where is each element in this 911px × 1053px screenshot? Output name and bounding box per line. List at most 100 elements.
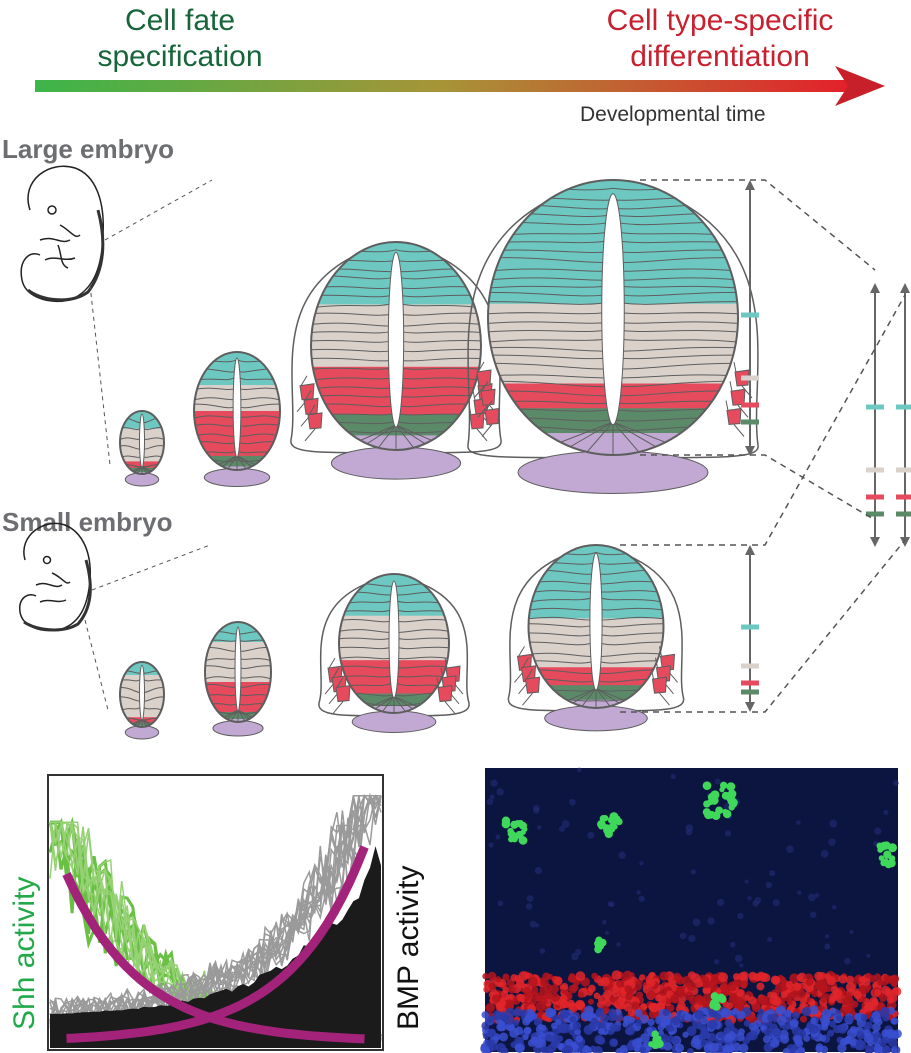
blue-nucleus bbox=[513, 1008, 522, 1017]
blue-nucleus bbox=[747, 1030, 758, 1041]
blue-nucleus bbox=[888, 1038, 898, 1048]
motor-neuron-cell bbox=[480, 388, 496, 406]
domain-boundary-tick bbox=[741, 375, 759, 381]
blue-nucleus bbox=[686, 1047, 694, 1053]
blue-nucleus bbox=[545, 1007, 555, 1018]
blue-nucleus bbox=[832, 1024, 842, 1034]
blue-nucleus bbox=[647, 1018, 655, 1026]
dim-nucleus bbox=[809, 911, 817, 918]
green-labeled-cell bbox=[722, 808, 728, 815]
central-canal bbox=[589, 552, 603, 691]
blue-nucleus bbox=[561, 1046, 571, 1053]
axon bbox=[436, 677, 456, 714]
red-nucleus bbox=[731, 1000, 739, 1007]
blue-nucleus bbox=[582, 1046, 592, 1053]
floor-plate-region bbox=[517, 450, 709, 495]
domain-boundary-tick bbox=[741, 419, 759, 425]
red-nucleus bbox=[510, 974, 518, 982]
central-canal bbox=[232, 357, 242, 458]
blue-nucleus bbox=[675, 1043, 685, 1053]
red-nucleus bbox=[829, 992, 839, 1002]
blue-nucleus bbox=[891, 1017, 899, 1025]
blue-nucleus bbox=[512, 1019, 520, 1027]
blue-nucleus bbox=[534, 1039, 544, 1049]
dim-nucleus bbox=[525, 903, 533, 910]
red-nucleus bbox=[761, 973, 771, 982]
dim-nucleus bbox=[893, 780, 899, 786]
neural-tube-section bbox=[318, 573, 470, 733]
floor-plate-line bbox=[393, 696, 407, 713]
blue-nucleus bbox=[662, 1009, 670, 1017]
developmental-time-label: Developmental time bbox=[580, 103, 766, 126]
red-nucleus bbox=[684, 991, 694, 1001]
floor-plate-line bbox=[381, 696, 395, 713]
blue-nucleus bbox=[560, 1023, 571, 1034]
blue-nucleus bbox=[872, 1022, 881, 1032]
blue-nucleus bbox=[545, 1033, 553, 1042]
red-nucleus bbox=[495, 976, 502, 983]
axon bbox=[473, 361, 485, 399]
blue-nucleus bbox=[865, 1048, 873, 1053]
red-nucleus bbox=[686, 981, 697, 991]
blue-nucleus bbox=[809, 1024, 819, 1034]
red-nucleus bbox=[485, 1003, 495, 1013]
green-labeled-cell bbox=[609, 826, 616, 833]
dim-nucleus bbox=[829, 819, 838, 828]
blue-nucleus bbox=[492, 1010, 503, 1020]
red-nucleus bbox=[522, 992, 532, 1002]
blue-nucleus bbox=[519, 1009, 528, 1018]
red-nucleus bbox=[841, 997, 850, 1006]
blue-nucleus bbox=[829, 1020, 836, 1028]
blue-nucleus bbox=[890, 1046, 898, 1053]
motor-neuron-cell bbox=[476, 369, 492, 387]
green-labeled-cell bbox=[599, 815, 607, 823]
dim-nucleus bbox=[558, 825, 566, 832]
red-nucleus bbox=[648, 1003, 656, 1011]
dim-nucleus bbox=[713, 958, 720, 965]
central-canal bbox=[139, 664, 145, 721]
blue-nucleus bbox=[639, 1046, 647, 1053]
dim-nucleus bbox=[825, 934, 830, 939]
floor-plate-line bbox=[226, 455, 238, 470]
blue-nucleus bbox=[500, 1013, 508, 1022]
blue-nucleus bbox=[580, 1012, 588, 1020]
blue-nucleus bbox=[732, 1008, 739, 1015]
red-nucleus bbox=[567, 999, 575, 1008]
neural-tube-outline bbox=[119, 661, 165, 728]
domain-boundary-tick bbox=[866, 511, 884, 517]
red-nucleus bbox=[602, 990, 613, 1000]
blue-nucleus bbox=[739, 1043, 749, 1053]
domain-boundary-tick bbox=[741, 312, 759, 318]
dim-nucleus bbox=[729, 941, 736, 948]
dim-nucleus bbox=[569, 798, 576, 806]
red-nucleus bbox=[550, 993, 560, 1003]
motor-neuron-cell bbox=[437, 684, 453, 703]
red-nucleus bbox=[705, 980, 713, 988]
dim-nucleus bbox=[534, 867, 543, 875]
bmp-trace bbox=[49, 794, 382, 1034]
axon bbox=[651, 669, 670, 706]
domain-boundary-tick bbox=[741, 663, 759, 669]
red-nucleus bbox=[796, 974, 804, 982]
blue-nucleus bbox=[694, 1009, 705, 1020]
blue-nucleus bbox=[819, 1015, 830, 1025]
blue-nucleus bbox=[815, 1043, 824, 1051]
green-labeled-cell bbox=[882, 858, 889, 865]
dim-nucleus bbox=[486, 798, 494, 806]
red-nucleus bbox=[639, 974, 646, 981]
blue-nucleus bbox=[849, 1025, 858, 1034]
small-top-guide bbox=[620, 294, 906, 546]
green-labeled-cell bbox=[501, 819, 511, 829]
red-nucleus bbox=[659, 988, 667, 996]
domain-boundary-tick bbox=[866, 404, 884, 410]
motor-neuron-cell bbox=[484, 407, 500, 426]
red-nucleus bbox=[593, 992, 601, 1000]
blue-nucleus bbox=[819, 1034, 827, 1042]
neural-tube-section bbox=[507, 544, 685, 732]
blue-nucleus bbox=[789, 1018, 799, 1028]
dim-nucleus bbox=[737, 912, 744, 920]
blue-nucleus bbox=[772, 1027, 782, 1038]
dim-nucleus bbox=[883, 809, 889, 816]
green-labeled-cell bbox=[889, 845, 896, 852]
dim-nucleus bbox=[608, 901, 615, 908]
